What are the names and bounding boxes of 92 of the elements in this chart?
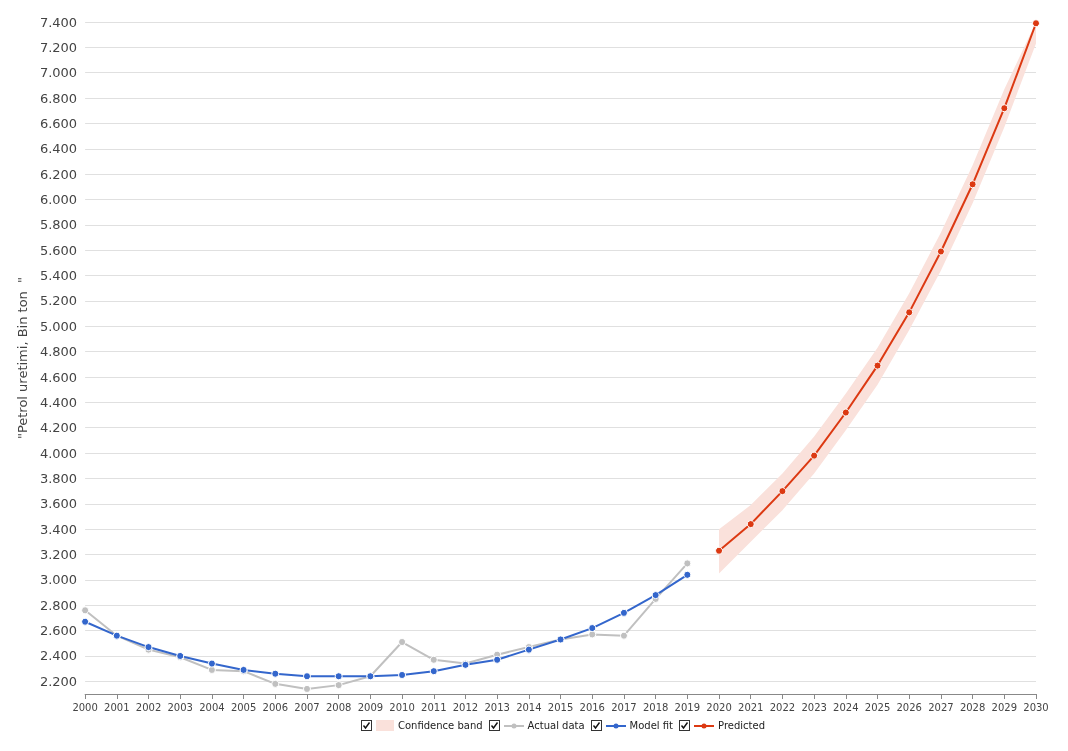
y-tick-label: 2.800: [39, 597, 78, 613]
x-tick-label: 2025: [864, 701, 891, 713]
point: [746, 520, 755, 529]
x-tick-label: 2026: [896, 701, 922, 713]
point: [81, 617, 90, 626]
x-tick-label: 2016: [579, 701, 605, 713]
y-tick-label: 5.400: [39, 268, 78, 284]
point: [271, 669, 280, 678]
point: [683, 559, 692, 568]
y-tick-label: 5.600: [39, 242, 78, 258]
y-tick-label: 2.600: [39, 623, 78, 639]
x-tick-label: 2011: [421, 701, 447, 713]
x-tick-label: 2021: [738, 701, 764, 713]
point: [905, 308, 914, 317]
y-tick-label: 7.000: [39, 65, 78, 81]
x-tick-label: 2017: [611, 701, 637, 713]
point: [841, 408, 850, 417]
point: [873, 361, 882, 370]
x-tick-label: 2027: [928, 701, 954, 713]
y-tick-label: 5.800: [39, 217, 78, 233]
point: [303, 672, 311, 681]
text: Confidence band: [398, 720, 483, 731]
x-tick-label: 2029: [991, 701, 1018, 713]
point: [334, 681, 343, 690]
y-tick-label: 6.400: [39, 141, 78, 157]
x-tick-label: 2012: [452, 701, 479, 713]
x-tick-label: 2020: [706, 701, 732, 713]
point: [619, 631, 628, 640]
x-tick-label: 2006: [262, 701, 289, 713]
y-tick-label: 4.600: [39, 369, 78, 385]
legend-label: Actual data: [527, 720, 585, 731]
x-tick-label: 2007: [294, 701, 320, 713]
point: [683, 570, 692, 579]
y-tick-label: 6.600: [39, 115, 78, 131]
y-tick-label: 5.000: [39, 318, 78, 334]
y-tick-label: 4.000: [39, 445, 78, 461]
legend-label: Predicted: [718, 720, 765, 731]
y-tick-label: 3.800: [39, 470, 78, 486]
y-tick-label: 2.400: [39, 648, 78, 664]
y-tick-label: 3.000: [39, 572, 78, 588]
point: [334, 672, 343, 681]
point: [398, 670, 407, 679]
legend-label: Model fit: [629, 720, 674, 731]
point: [207, 659, 216, 668]
y-tick-label: 6.800: [39, 90, 78, 106]
point: [1032, 19, 1040, 28]
x-tick-label: 2009: [357, 701, 384, 713]
point: [493, 655, 502, 664]
x-tick-label: 2005: [230, 701, 257, 713]
x-tick-label: 2024: [833, 701, 859, 713]
x-tick-label: 2030: [1023, 701, 1049, 713]
y-tick-label: 5.200: [39, 293, 78, 309]
x-tick-label: 2004: [199, 701, 225, 713]
x-tick-label: 2001: [104, 701, 130, 713]
x-tick-label: 2002: [135, 701, 162, 713]
x-tick-label: 2000: [72, 701, 98, 713]
y-tick-label: 4.400: [39, 394, 78, 410]
x-tick-label: 2003: [167, 701, 193, 713]
x-tick-label: 2014: [516, 701, 542, 713]
y-tick-label: 7.200: [39, 39, 78, 55]
y-axis-title: "Petrol uretimi, Bin ton ": [15, 276, 30, 440]
point: [619, 608, 628, 617]
y-tick-label: 4.800: [39, 344, 78, 360]
point: [81, 606, 90, 615]
y-tick-label: 6.200: [39, 166, 78, 182]
x-tick-label: 2013: [484, 701, 510, 713]
y-tick-label: 3.200: [39, 547, 78, 563]
point: [1000, 104, 1009, 113]
x-tick-label: 2008: [325, 701, 352, 713]
y-tick-label: 4.200: [39, 420, 78, 436]
point: [271, 679, 280, 688]
point: [715, 546, 724, 555]
y-tick-label: 3.600: [39, 496, 78, 512]
point: [398, 638, 407, 647]
point: [778, 487, 787, 496]
x-tick-label: 2010: [389, 701, 415, 713]
point: [968, 180, 977, 189]
x-tick-label: 2022: [769, 701, 796, 713]
y-tick-label: 2.200: [39, 673, 78, 689]
y-tick-label: 7.400: [39, 14, 78, 30]
point: [429, 655, 438, 664]
y-tick-label: 6.000: [39, 192, 78, 208]
x-tick-label: 2028: [959, 701, 986, 713]
point: [936, 247, 945, 256]
point: [588, 624, 597, 633]
x-tick-label: 2018: [642, 701, 669, 713]
x-tick-label: 2015: [547, 701, 574, 713]
x-tick-label: 2019: [674, 701, 701, 713]
x-tick-label: 2023: [801, 701, 827, 713]
point: [810, 451, 819, 460]
point: [429, 667, 438, 676]
y-tick-label: 3.400: [39, 521, 78, 537]
